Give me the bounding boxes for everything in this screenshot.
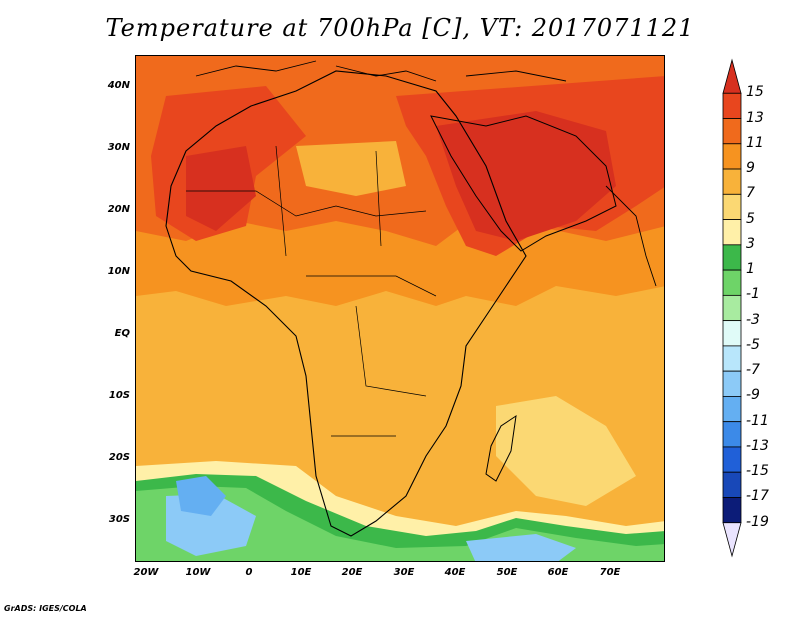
- colorbar-label: -5: [746, 336, 760, 353]
- colorbar-label: -15: [746, 463, 769, 480]
- colorbar-label: 15: [746, 84, 764, 101]
- colorbar-label: 7: [746, 185, 755, 202]
- colorbar-segment: [722, 421, 742, 448]
- colorbar-label: -9: [746, 387, 760, 404]
- colorbar-label: 9: [746, 160, 755, 177]
- lon-label-50e: 50E: [496, 567, 518, 578]
- lon-label-10w: 10W: [185, 567, 211, 578]
- colorbar-segment: [722, 522, 742, 558]
- lat-label-eq: EQ: [114, 328, 130, 339]
- credit-text: GrADS: IGES/COLA: [4, 604, 87, 613]
- colorbar-segment: [722, 168, 742, 195]
- temperature-field: [136, 56, 664, 561]
- colorbar-segment: [722, 269, 742, 296]
- colorbar-label: -3: [746, 311, 760, 328]
- colorbar-segment: [722, 219, 742, 246]
- colorbar-label: 11: [746, 134, 764, 151]
- colorbar-label: 3: [746, 235, 755, 252]
- arabia-coastline: [430, 115, 617, 252]
- colorbar-segment: [722, 320, 742, 347]
- colorbar-segment: [722, 143, 742, 170]
- lon-label-0: 0: [245, 567, 253, 578]
- colorbar-segment: [722, 118, 742, 145]
- lon-label-20w: 20W: [133, 567, 159, 578]
- lon-label-40e: 40E: [444, 567, 466, 578]
- lon-label-30e: 30E: [393, 567, 415, 578]
- colorbar-segment: [722, 294, 742, 322]
- lat-label-40n: 40N: [107, 80, 130, 91]
- colorbar-label: -19: [746, 513, 769, 530]
- colorbar-label: -1: [746, 286, 760, 303]
- colorbar-label: -11: [746, 412, 769, 429]
- colorbar-segment: [722, 396, 742, 423]
- arabia-core-region: [436, 111, 616, 241]
- color-legend: [722, 58, 742, 558]
- colorbar-label: -7: [746, 362, 760, 379]
- colorbar-label: 13: [746, 109, 764, 126]
- colorbar-segment: [722, 446, 742, 473]
- lat-label-30n: 30N: [107, 142, 130, 153]
- cold-pool-east: [466, 534, 576, 561]
- europe-coastline: [195, 60, 567, 82]
- colorbar-label: -17: [746, 488, 769, 505]
- lon-label-60e: 60E: [547, 567, 569, 578]
- colorbar-segment: [722, 193, 742, 220]
- lat-label-20s: 20S: [108, 452, 130, 463]
- colorbar-segment: [722, 370, 742, 397]
- country-borders: [186, 145, 437, 437]
- lon-label-10e: 10E: [290, 567, 312, 578]
- colorbar-segment: [722, 92, 742, 119]
- madagascar-coastline: [485, 414, 517, 482]
- africa-coastline: [165, 70, 527, 537]
- lat-label-10s: 10S: [108, 390, 130, 401]
- colorbar-segment: [722, 471, 742, 498]
- colorbar-label: 5: [746, 210, 755, 227]
- colorbar-label: 1: [746, 261, 755, 278]
- colorbar-label: -13: [746, 437, 769, 454]
- colorbar-segment: [722, 497, 742, 524]
- cold-pool-core: [176, 476, 226, 516]
- lat-label-10n: 10N: [107, 266, 130, 277]
- temperature-map: [135, 55, 665, 562]
- colorbar-segment: [722, 58, 742, 94]
- lat-label-20n: 20N: [107, 204, 130, 215]
- india-coastline: [605, 185, 657, 287]
- central-sahara-cooler: [296, 141, 406, 196]
- lon-label-70e: 70E: [599, 567, 621, 578]
- map-title: Temperature at 700hPa [C], VT: 201707112…: [105, 14, 695, 42]
- colorbar-segment: [722, 244, 742, 271]
- lon-label-20e: 20E: [341, 567, 363, 578]
- sahara-core-region: [186, 146, 256, 231]
- indian-ocean-mild: [496, 396, 636, 506]
- lat-label-30s: 30S: [108, 514, 130, 525]
- colorbar-segment: [722, 345, 742, 372]
